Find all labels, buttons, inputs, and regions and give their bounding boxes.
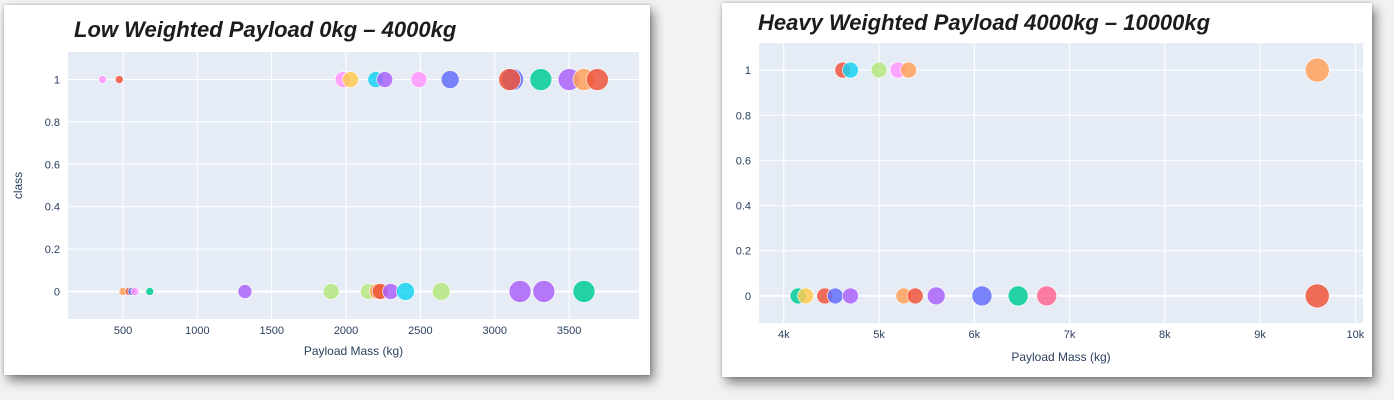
data-point [1007,285,1029,307]
x-axis-title: Payload Mass (kg) [304,344,403,358]
x-axis-title: Payload Mass (kg) [1011,350,1110,364]
x-tick-label: 6k [968,329,980,341]
x-tick-label: 1000 [185,325,209,337]
x-tick-label: 9k [1254,329,1266,341]
data-point [971,285,993,307]
y-tick-label: 0.6 [45,159,60,171]
data-point [431,282,451,301]
data-point [115,75,124,84]
y-tick-label: 1 [745,65,751,77]
x-tick-label: 3500 [557,325,581,337]
heavy-payload-scatter-plot: 4k 5k 6k 7k 8k 9k 10k 0 0.2 0.4 0.6 0.8 1 Payload Mas… [736,43,1365,364]
data-point [900,61,917,79]
data-point [440,70,460,89]
data-point [396,282,415,301]
x-tick-label: 8k [1159,329,1171,341]
y-tick-label: 0.2 [45,244,60,256]
x-tick-label: 500 [114,325,132,337]
data-point [572,280,596,303]
data-point [529,68,553,91]
chart-title: Heavy Weighted Payload 4000kg – 10000kg [758,10,1211,35]
plot-area [68,52,639,319]
x-tick-label: 3000 [483,325,507,337]
heavy-payload-chart-card: Heavy Weighted Payload 4000kg – 10000kg … [722,3,1372,377]
data-point [145,287,155,296]
data-point [906,287,924,305]
data-point [130,287,140,296]
low-payload-scatter-plot: 500 1000 1500 2000 2500 3000 3500 0 0.2 0.4 0.6 0.8… [11,52,639,358]
y-tick-label: 0.6 [736,155,751,167]
data-point [1304,57,1330,83]
data-point [1304,283,1330,309]
y-axis-title: class [11,172,25,199]
data-point [870,61,888,79]
x-tick-label: 10k [1347,329,1365,341]
low-payload-chart-card: Low Weighted Payload 0kg – 4000kg 500 100… [4,5,650,375]
data-point [842,287,859,305]
data-point [237,284,253,299]
data-point [98,75,107,84]
data-point [322,283,340,300]
y-tick-label: 0.2 [736,246,751,258]
y-tick-label: 0.4 [45,202,60,214]
y-tick-label: 0 [745,291,751,303]
data-point [342,71,359,88]
y-tick-label: 0.8 [45,117,60,129]
chart-title: Low Weighted Payload 0kg – 4000kg [74,17,457,42]
y-tick-label: 1 [54,75,60,87]
plot-area [759,43,1363,323]
x-tick-label: 5k [873,329,885,341]
y-tick-label: 0.8 [736,110,751,122]
x-tick-label: 1500 [259,325,283,337]
data-point [926,286,946,306]
x-tick-label: 4k [778,329,790,341]
y-tick-label: 0 [54,286,60,298]
x-tick-label: 2500 [408,325,432,337]
data-point [410,71,428,88]
data-point [797,287,814,305]
data-point [842,61,859,79]
data-point [498,68,521,91]
data-point [376,71,394,88]
data-point [532,280,556,303]
data-point [826,287,844,305]
data-point [1036,285,1058,307]
y-tick-label: 0.4 [736,201,751,213]
x-tick-label: 2000 [334,325,358,337]
data-point [586,68,609,91]
data-point [508,280,532,303]
x-tick-label: 7k [1064,329,1076,341]
